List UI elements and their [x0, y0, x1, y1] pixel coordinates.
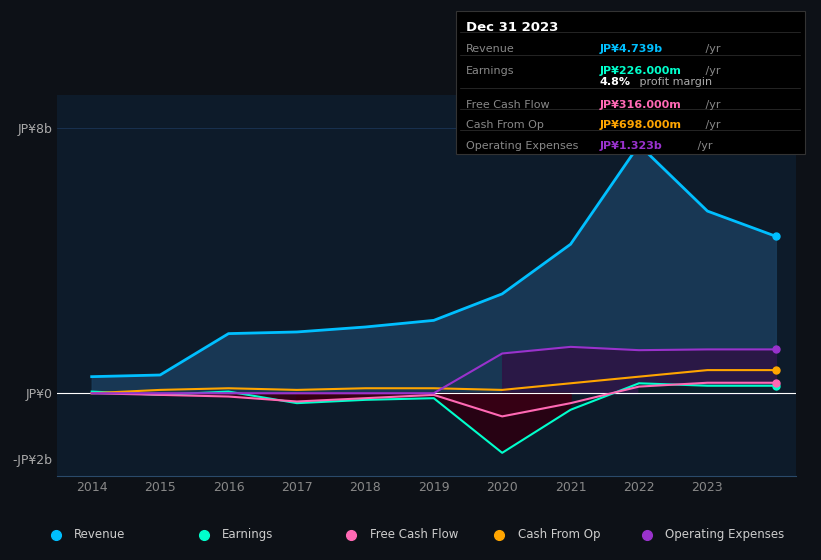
Text: /yr: /yr: [702, 100, 721, 110]
Text: Cash From Op: Cash From Op: [466, 120, 544, 130]
Text: Earnings: Earnings: [466, 66, 514, 76]
Text: Operating Expenses: Operating Expenses: [666, 528, 785, 542]
Text: Free Cash Flow: Free Cash Flow: [370, 528, 458, 542]
Text: JP¥316.000m: JP¥316.000m: [599, 100, 681, 110]
Text: JP¥698.000m: JP¥698.000m: [599, 120, 681, 130]
Text: Cash From Op: Cash From Op: [518, 528, 600, 542]
Text: Dec 31 2023: Dec 31 2023: [466, 21, 558, 34]
Text: 4.8%: 4.8%: [599, 77, 631, 87]
Text: Revenue: Revenue: [466, 44, 514, 54]
Text: Free Cash Flow: Free Cash Flow: [466, 100, 549, 110]
Text: profit margin: profit margin: [636, 77, 713, 87]
Text: JP¥4.739b: JP¥4.739b: [599, 44, 663, 54]
Text: /yr: /yr: [694, 141, 713, 151]
Text: Earnings: Earnings: [222, 528, 273, 542]
Text: /yr: /yr: [702, 120, 721, 130]
Text: /yr: /yr: [702, 66, 721, 76]
Text: JP¥226.000m: JP¥226.000m: [599, 66, 681, 76]
Text: Operating Expenses: Operating Expenses: [466, 141, 578, 151]
Text: JP¥1.323b: JP¥1.323b: [599, 141, 662, 151]
Text: Revenue: Revenue: [75, 528, 126, 542]
Text: /yr: /yr: [702, 44, 721, 54]
